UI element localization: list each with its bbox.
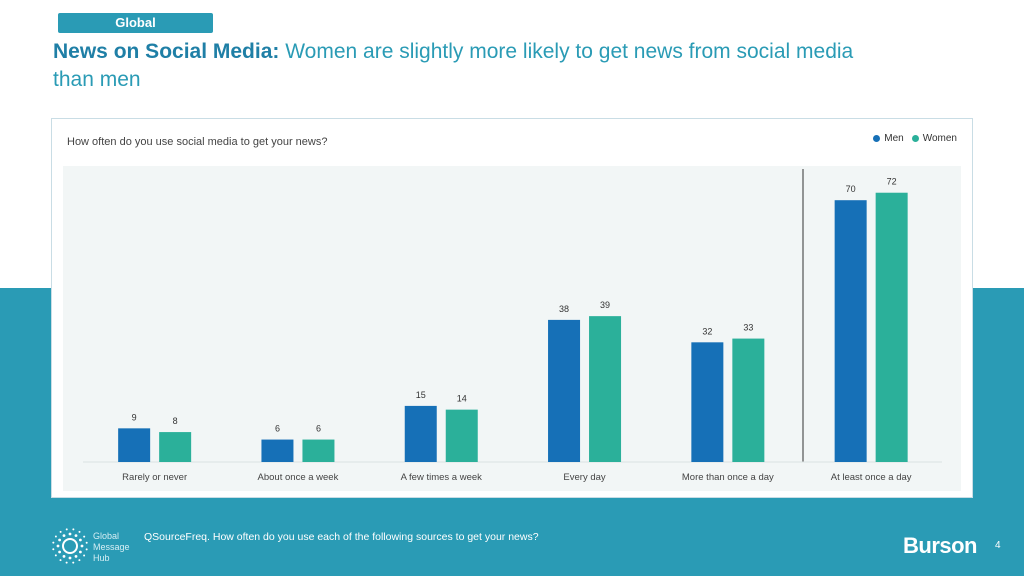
logo-dot [85,548,88,551]
x-tick-label: Every day [563,472,605,483]
logo-dot [85,541,88,544]
data-label: 32 [702,326,712,336]
logo-dot [78,550,82,554]
data-label: 14 [457,394,467,404]
bar-men [834,200,867,462]
data-label: 72 [887,177,897,187]
x-tick-label: More than once a day [682,472,774,483]
chart-question: How often do you use social media to get… [67,136,328,148]
data-label: 9 [132,412,137,422]
data-label: 33 [743,323,753,333]
data-label: 8 [173,416,178,426]
page-number: 4 [995,540,1001,551]
legend-dot-men [873,135,881,142]
logo-line: Global [93,531,120,541]
logo-dot [83,554,86,557]
source-footnote: QSourceFreq. How often do you use each o… [144,531,539,543]
logo-dot [52,548,55,551]
bar-women [732,338,765,462]
logo-dot [62,534,66,538]
logo-dot [56,544,60,548]
legend-label-men: Men [884,133,904,144]
logo-dot [68,532,72,536]
bar-men [261,439,294,462]
logo-dot [65,528,68,531]
bar-women [302,439,335,462]
logo-dot [65,561,68,564]
logo-dot [54,535,57,538]
logo-dot [58,538,62,542]
data-label: 6 [275,424,280,434]
logo-dot [78,538,82,542]
title-bold: News on Social Media: [53,40,280,63]
logo-dot [78,530,81,533]
logo-dot [59,559,62,562]
logo-dot [54,554,57,557]
logo-dot [74,534,78,538]
logo-dot [78,559,81,562]
bar-men [548,319,581,462]
globe-logo-icon [52,528,88,564]
data-label: 39 [600,300,610,310]
plot-area [63,166,961,491]
bar-chart: 9 8 Rarely or never 6 6 About once a week 15 14… [63,166,961,491]
logo-dot [80,544,84,548]
chart-legend: Men Women [873,133,957,144]
logo-dot [83,535,86,538]
bar-women [445,409,478,462]
page-title: News on Social Media: Women are slightly… [53,38,883,94]
title-rest: Women are slightly more likely to get ne… [53,40,854,91]
logo-dot [59,530,62,533]
logo-dot [58,550,62,554]
logo-dot [52,541,55,544]
bar-women [875,192,908,462]
legend-label-women: Women [922,133,957,144]
chart-card: How often do you use social media to get… [51,118,973,498]
data-label: 6 [316,424,321,434]
data-label: 70 [846,184,856,194]
bar-women [589,316,622,462]
legend-dot-women [911,135,919,142]
logo-text: Global Message Hub [93,531,130,564]
logo-dot [72,561,75,564]
logo-dot [74,554,78,558]
brand-logo: Burson [903,533,978,558]
logo-line: Message [93,542,130,552]
x-tick-label: At least once a day [831,472,912,483]
logo-dot [72,528,75,531]
logo-dot [62,554,66,558]
bar-men [404,405,437,462]
legend-item-women: Women [911,133,957,144]
bar-men [118,428,151,462]
region-tag: Global [58,13,213,33]
data-label: 15 [416,390,426,400]
bar-men [691,342,724,462]
data-label: 38 [559,304,569,314]
x-tick-label: A few times a week [401,472,483,483]
x-tick-label: Rarely or never [122,472,187,483]
logo-dot [68,556,72,560]
legend-item-men: Men [873,133,904,144]
logo-line: Hub [93,553,110,563]
bar-women [159,432,192,462]
x-tick-label: About once a week [258,472,339,483]
